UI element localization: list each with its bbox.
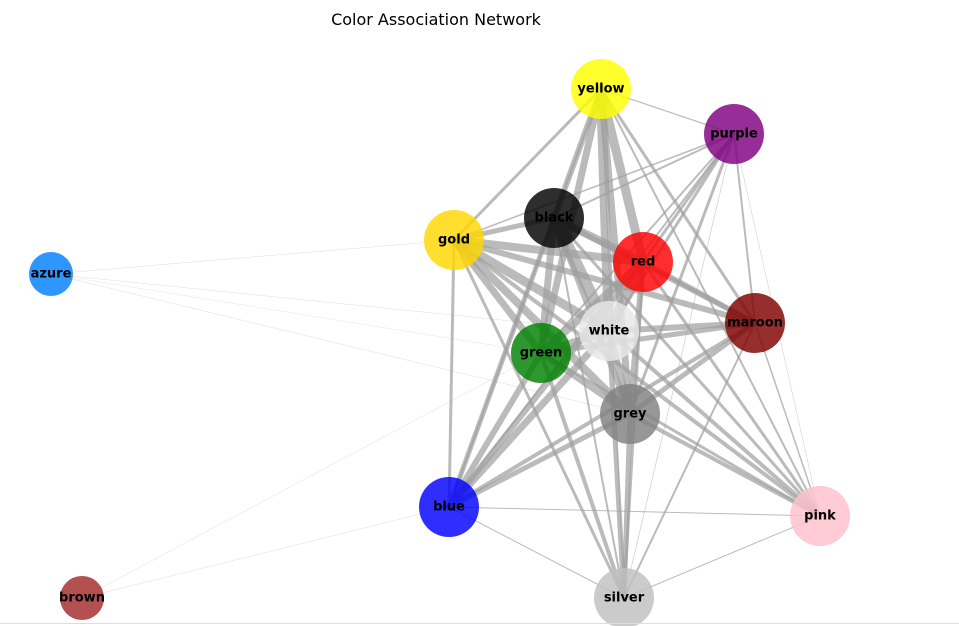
node-black[interactable]: black (524, 188, 584, 248)
node-label-silver: silver (604, 591, 645, 606)
node-red[interactable]: red (613, 232, 673, 292)
node-label-yellow: yellow (577, 82, 624, 97)
edge-black-silver (553, 217, 625, 599)
node-brown[interactable]: brown (59, 576, 105, 620)
edge-grey-silver (621, 411, 633, 601)
node-circle-grey (600, 384, 660, 444)
node-circle-purple (704, 104, 764, 164)
edge-gold-red (450, 236, 647, 266)
node-circle-brown (60, 576, 104, 620)
node-circle-pink (790, 486, 850, 546)
node-pink[interactable]: pink (790, 486, 850, 546)
node-purple[interactable]: purple (704, 104, 764, 164)
node-grey[interactable]: grey (600, 384, 660, 444)
node-label-white: white (589, 324, 630, 339)
node-silver[interactable]: silver (594, 568, 654, 626)
edge-brown-green (81, 352, 542, 599)
node-label-purple: purple (710, 127, 758, 142)
edge-gold-maroon (451, 237, 758, 326)
edge-grey-pink (628, 412, 822, 518)
node-layer: yellow purple black gold red azure maroon white… (29, 59, 850, 626)
node-label-brown: brown (59, 591, 105, 606)
edge-maroon-silver (623, 322, 756, 599)
node-blue[interactable]: blue (419, 477, 479, 537)
edge-azure-white (50, 273, 610, 332)
edge-blue-silver (448, 506, 625, 599)
edge-purple-black (553, 133, 735, 219)
node-label-pink: pink (804, 509, 836, 524)
edge-yellow-gold (452, 87, 603, 242)
node-circle-azure (29, 252, 73, 296)
node-circle-red (613, 232, 673, 292)
diagram-title: Color Association Network (331, 10, 541, 29)
node-maroon[interactable]: maroon (725, 293, 785, 353)
edge-azure-grey (50, 273, 631, 415)
node-circle-blue (419, 477, 479, 537)
edge-grey-blue (446, 411, 633, 510)
node-gold[interactable]: gold (424, 210, 484, 270)
edge-purple-silver (623, 133, 735, 599)
edge-purple-grey (628, 132, 736, 416)
edge-black-pink (552, 216, 822, 518)
node-label-maroon: maroon (727, 316, 783, 331)
edge-azure-green (50, 273, 542, 354)
node-circle-black (524, 188, 584, 248)
node-label-azure: azure (31, 267, 72, 282)
node-circle-white (579, 301, 639, 361)
node-label-grey: grey (613, 407, 647, 422)
edge-gold-azure (50, 239, 455, 275)
edge-purple-gold (453, 133, 735, 241)
node-label-red: red (631, 255, 656, 270)
node-label-blue: blue (433, 500, 465, 515)
node-circle-gold (424, 210, 484, 270)
edge-gold-silver (452, 238, 626, 600)
edge-blue-pink (448, 506, 821, 517)
edge-gold-blue (447, 238, 456, 509)
bottom-border (0, 623, 959, 624)
edge-white-blue (445, 327, 613, 511)
edge-white-silver (606, 328, 627, 601)
node-circle-green (511, 323, 571, 383)
edge-pink-silver (623, 515, 821, 599)
node-circle-silver (594, 568, 654, 626)
edge-maroon-green (538, 320, 758, 356)
edge-black-blue (446, 215, 557, 510)
node-label-black: black (535, 211, 574, 226)
node-yellow[interactable]: yellow (571, 59, 631, 119)
node-green[interactable]: green (511, 323, 571, 383)
node-circle-yellow (571, 59, 631, 119)
node-white[interactable]: white (579, 301, 639, 361)
node-label-gold: gold (438, 233, 470, 248)
edge-maroon-pink (754, 322, 821, 517)
edge-red-pink (641, 260, 822, 518)
edge-brown-blue (81, 506, 450, 599)
edge-green-silver (539, 351, 626, 600)
node-circle-maroon (725, 293, 785, 353)
node-label-green: green (520, 346, 563, 361)
edge-purple-maroon (733, 133, 756, 324)
node-azure[interactable]: azure (29, 252, 73, 296)
edge-white-pink (607, 329, 822, 518)
